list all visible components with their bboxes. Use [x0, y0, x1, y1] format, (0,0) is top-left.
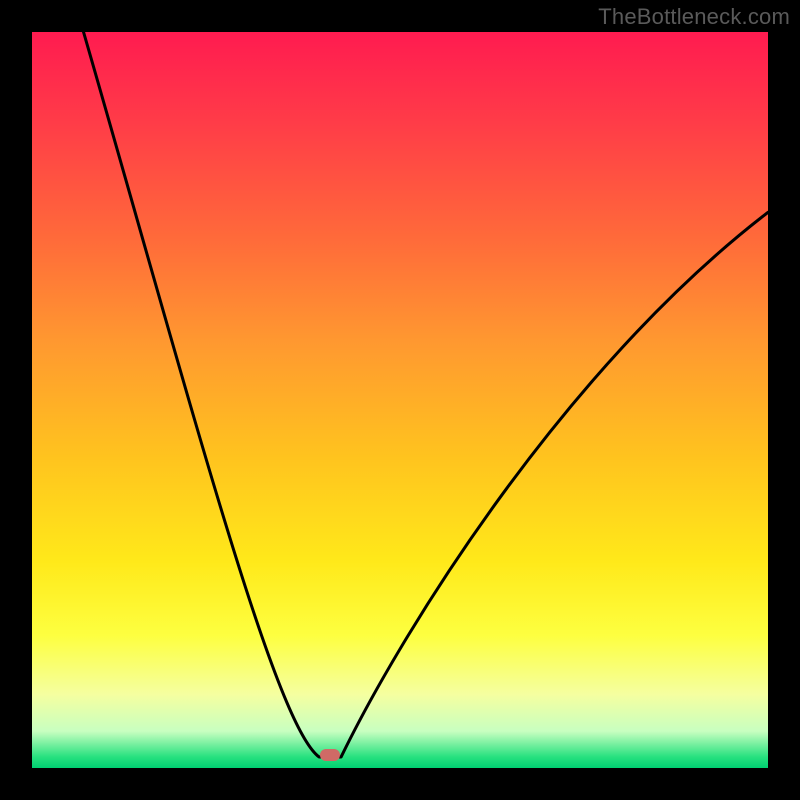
optimum-marker — [320, 749, 340, 761]
watermark-text: TheBottleneck.com — [598, 4, 790, 30]
plot-area — [32, 32, 768, 768]
bottleneck-curve — [32, 32, 768, 768]
